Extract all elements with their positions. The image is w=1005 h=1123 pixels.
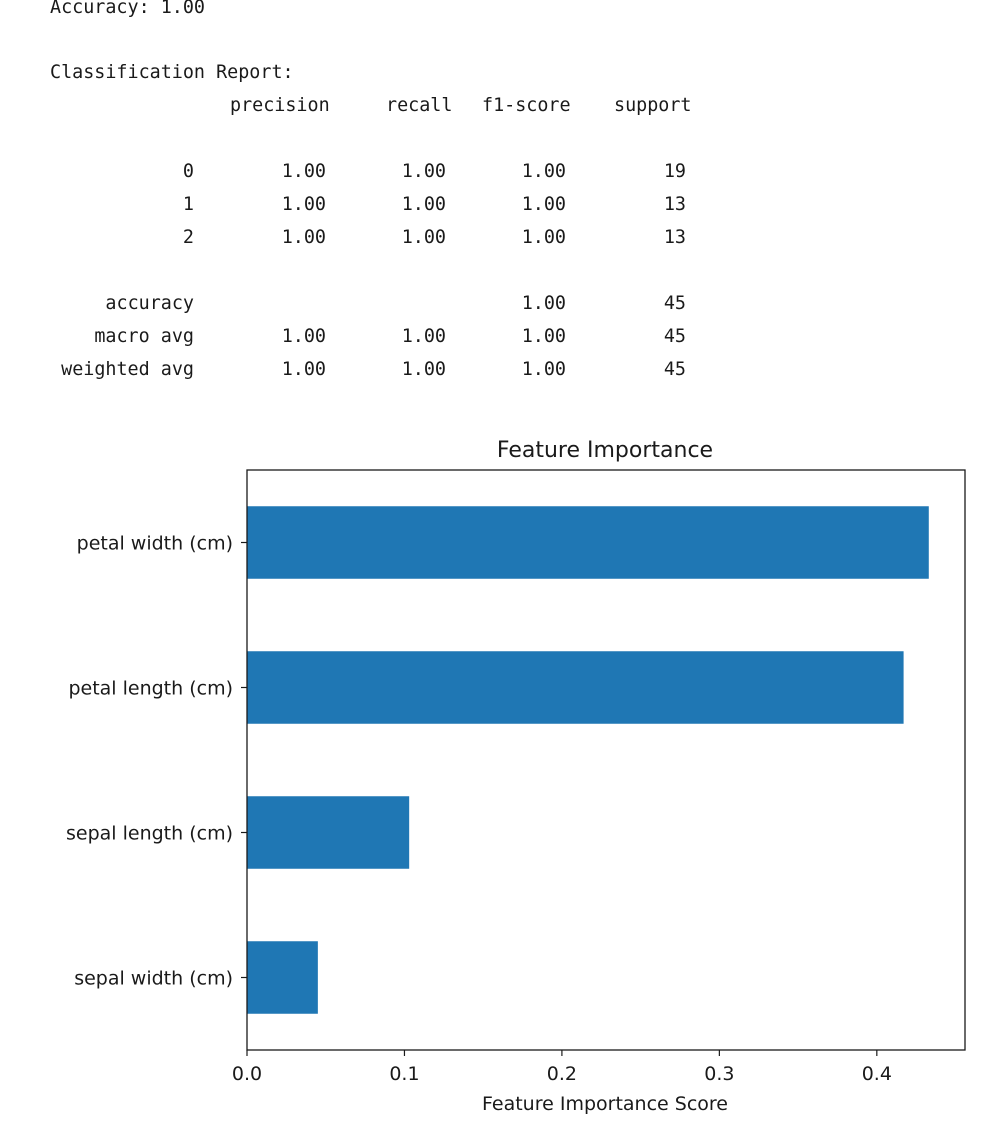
row-label: weighted avg <box>61 359 194 380</box>
row-label: 1 <box>182 194 194 215</box>
row-label: macro avg <box>94 326 194 347</box>
bar <box>247 651 904 724</box>
bar <box>247 796 410 869</box>
x-tick-label: 0.3 <box>704 1063 734 1085</box>
header-support: support <box>614 95 692 116</box>
cell-precision: 1.00 <box>281 227 326 248</box>
cell-precision: 1.00 <box>281 326 326 347</box>
y-axis-ticks: petal width (cm) petal length (cm) sepal l… <box>66 533 247 990</box>
cell-precision: 1.00 <box>281 194 326 215</box>
x-axis-label: Feature Importance Score <box>482 1093 728 1115</box>
cell-recall: 1.00 <box>401 227 446 248</box>
row-label: accuracy <box>105 293 194 314</box>
cell-recall: 1.00 <box>401 326 446 347</box>
cell-support: 45 <box>663 326 686 347</box>
cell-precision: 1.00 <box>281 359 326 380</box>
bar <box>247 506 929 579</box>
cell-recall: 1.00 <box>401 359 446 380</box>
x-tick-label: 0.0 <box>232 1063 262 1085</box>
cell-support: 19 <box>663 161 686 182</box>
cell-f1: 1.00 <box>521 293 566 314</box>
report-title: Classification Report: <box>50 62 294 83</box>
feature-importance-chart: Feature Importance petal width (cm)petal… <box>66 438 966 1115</box>
y-tick-label: petal width (cm) <box>77 533 233 555</box>
x-tick-label: 0.2 <box>547 1063 577 1085</box>
row-label: 0 <box>182 161 194 182</box>
header-recall: recall <box>386 95 453 116</box>
plot-frame <box>246 469 966 1051</box>
cell-f1: 1.00 <box>521 194 566 215</box>
console-output: Accuracy: 1.00 Classification Report: pr… <box>0 0 1005 400</box>
cell-support: 13 <box>663 227 686 248</box>
header-f1-score: f1-score <box>482 95 571 116</box>
y-tick-label: sepal width (cm) <box>74 968 233 990</box>
y-tick-label: sepal length (cm) <box>66 823 233 845</box>
x-axis-ticks: 0.0 0.1 0.2 0.3 0.4 <box>232 1050 892 1085</box>
accuracy-line: Accuracy: 1.00 <box>50 0 206 18</box>
x-tick-label: 0.4 <box>862 1063 892 1085</box>
header-precision: precision <box>230 95 330 116</box>
cell-precision: 1.00 <box>281 161 326 182</box>
bars-group <box>247 506 929 1014</box>
cell-f1: 1.00 <box>521 359 566 380</box>
chart-title: Feature Importance <box>497 438 713 463</box>
x-tick-label: 0.1 <box>389 1063 419 1085</box>
y-tick-label: petal length (cm) <box>68 678 233 700</box>
cell-f1: 1.00 <box>521 227 566 248</box>
cell-recall: 1.00 <box>401 194 446 215</box>
row-label: 2 <box>182 227 194 248</box>
cell-recall: 1.00 <box>401 161 446 182</box>
bar <box>247 941 318 1014</box>
cell-f1: 1.00 <box>521 161 566 182</box>
cell-support: 45 <box>663 293 686 314</box>
cell-support: 45 <box>663 359 686 380</box>
cell-support: 13 <box>663 194 686 215</box>
cell-f1: 1.00 <box>521 326 566 347</box>
